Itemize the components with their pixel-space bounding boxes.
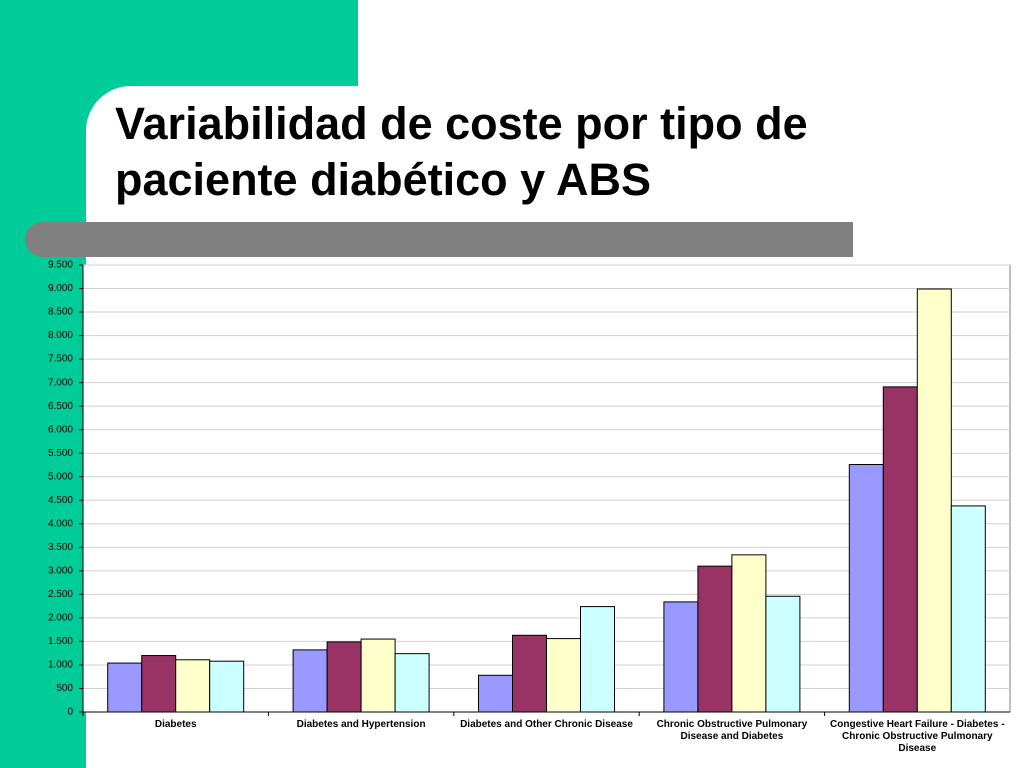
- x-tick-label: Diabetes and Hypertension: [296, 719, 426, 730]
- bar: [663, 601, 699, 713]
- y-tick-label: 0: [67, 707, 73, 718]
- y-tick-label: 8.500: [48, 307, 73, 318]
- bar: [546, 638, 581, 713]
- y-tick-label: 4.500: [48, 495, 73, 506]
- x-tick-label: Diabetes: [154, 719, 197, 730]
- y-tick-label: 3.500: [48, 542, 73, 553]
- bar: [141, 655, 177, 713]
- y-tick-label: 2.500: [48, 589, 73, 600]
- bar: [209, 660, 245, 713]
- bar: [580, 606, 615, 713]
- y-tick-label: 1.500: [48, 636, 73, 647]
- bar: [394, 653, 430, 713]
- bar: [326, 641, 362, 713]
- y-tick-label: 6.000: [48, 424, 73, 435]
- y-tick-label: 9.500: [48, 260, 73, 271]
- bar: [360, 638, 396, 713]
- y-tick-label: 8.000: [48, 330, 73, 341]
- y-tick-label: 5.500: [48, 448, 73, 459]
- bar: [478, 674, 513, 713]
- y-tick-label: 6.500: [48, 401, 73, 412]
- bar: [512, 634, 547, 713]
- x-tick-label: Chronic Obstructive Pulmonary Disease an…: [656, 719, 808, 742]
- y-tick-label: 2.000: [48, 613, 73, 624]
- divider: [25, 222, 853, 257]
- bar: [916, 288, 952, 713]
- decor: [0, 0, 86, 768]
- bar: [765, 595, 801, 713]
- x-tick-label: Congestive Heart Failure - Diabetes - Ch…: [830, 719, 1005, 754]
- chart-title: Variabilidad de coste por tipo de pacien…: [115, 98, 808, 205]
- y-tick-label: 500: [56, 683, 73, 694]
- bar: [175, 659, 211, 713]
- y-tick-label: 9.000: [48, 283, 73, 294]
- bar: [731, 554, 767, 713]
- bar: [950, 505, 986, 713]
- y-tick-label: 7.000: [48, 377, 73, 388]
- bar: [848, 464, 884, 713]
- y-tick-label: 3.000: [48, 565, 73, 576]
- y-tick-label: 4.000: [48, 518, 73, 529]
- bar: [107, 662, 143, 713]
- x-tick-label: Diabetes and Other Chronic Disease: [460, 719, 633, 730]
- y-tick-label: 1.000: [48, 660, 73, 671]
- bar: [697, 565, 733, 713]
- y-tick-label: 5.000: [48, 471, 73, 482]
- bar: [292, 649, 328, 713]
- y-tick-label: 7.500: [48, 354, 73, 365]
- bar: [882, 386, 918, 713]
